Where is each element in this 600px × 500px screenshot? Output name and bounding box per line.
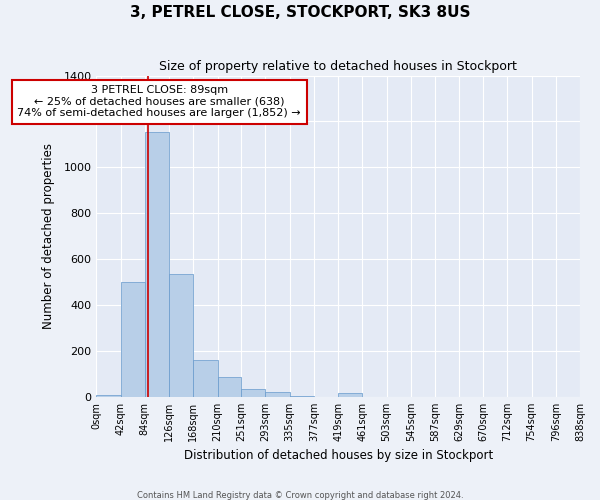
Bar	[338, 394, 362, 397]
Text: 3 PETREL CLOSE: 89sqm
← 25% of detached houses are smaller (638)
74% of semi-det: 3 PETREL CLOSE: 89sqm ← 25% of detached …	[17, 85, 301, 118]
Bar	[290, 396, 314, 397]
Text: 3, PETREL CLOSE, STOCKPORT, SK3 8US: 3, PETREL CLOSE, STOCKPORT, SK3 8US	[130, 5, 470, 20]
Bar	[265, 392, 290, 397]
X-axis label: Distribution of detached houses by size in Stockport: Distribution of detached houses by size …	[184, 450, 493, 462]
Title: Size of property relative to detached houses in Stockport: Size of property relative to detached ho…	[159, 60, 517, 73]
Bar	[218, 378, 241, 397]
Y-axis label: Number of detached properties: Number of detached properties	[42, 143, 55, 329]
Bar	[145, 132, 169, 397]
Bar	[121, 282, 145, 397]
Bar	[193, 360, 218, 397]
Bar	[241, 389, 265, 397]
Bar	[169, 274, 193, 397]
Bar	[97, 394, 121, 397]
Text: Contains HM Land Registry data © Crown copyright and database right 2024.: Contains HM Land Registry data © Crown c…	[137, 490, 463, 500]
